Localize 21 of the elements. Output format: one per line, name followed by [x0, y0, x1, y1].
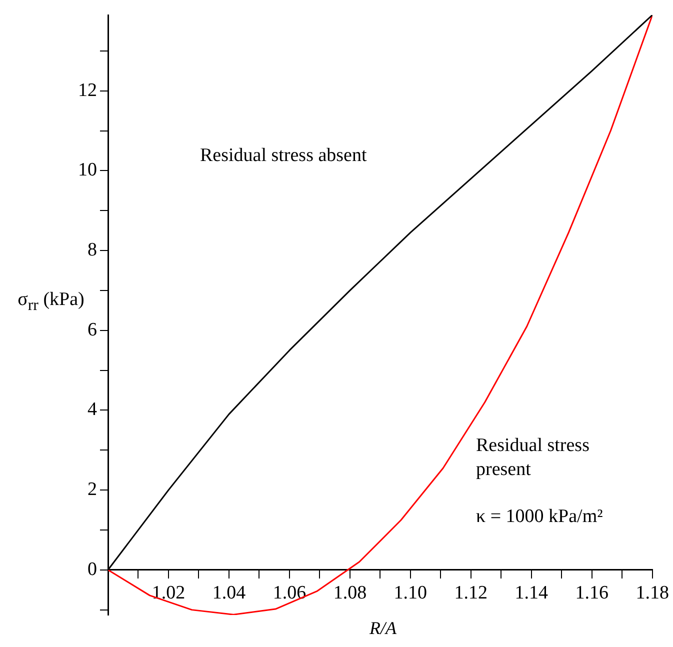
annotation: Residual stress absent — [200, 144, 367, 168]
x-tick-label: 1.04 — [212, 582, 246, 604]
x-tick-label: 1.02 — [152, 582, 186, 604]
y-tick-label: 2 — [88, 479, 97, 500]
x-tick-label: 1.18 — [636, 582, 669, 604]
x-tick-label: 1.12 — [454, 582, 488, 604]
x-tick-label: 1.16 — [575, 582, 609, 604]
x-tick-label: 1.14 — [514, 582, 549, 604]
y-tick-label: 0 — [88, 558, 97, 580]
x-tick-label: 1.06 — [272, 582, 306, 604]
x-tick-label: 1.08 — [333, 582, 367, 604]
y-tick-label: 10 — [78, 160, 97, 181]
y-tick-label: 8 — [88, 240, 97, 261]
y-tick-label: 12 — [78, 80, 97, 101]
y-axis-title: σ$_{rr}$ (kPa) — [16, 288, 86, 316]
annotation: κ = 1000 kPa/m² — [476, 505, 603, 529]
annotation: Residual stress present — [476, 434, 590, 482]
x-tick-label: 1.10 — [394, 582, 428, 604]
y-tick-label: 4 — [88, 399, 98, 420]
x-axis-title: R/A — [368, 617, 398, 640]
y-tick-label: 6 — [88, 319, 97, 340]
